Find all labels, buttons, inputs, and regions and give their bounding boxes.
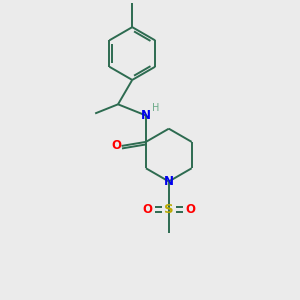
Text: N: N xyxy=(164,175,174,188)
Text: N: N xyxy=(141,109,151,122)
Text: O: O xyxy=(112,140,122,152)
Text: S: S xyxy=(164,203,174,216)
Text: H: H xyxy=(152,103,159,113)
Text: O: O xyxy=(185,203,195,216)
Text: O: O xyxy=(142,203,152,216)
